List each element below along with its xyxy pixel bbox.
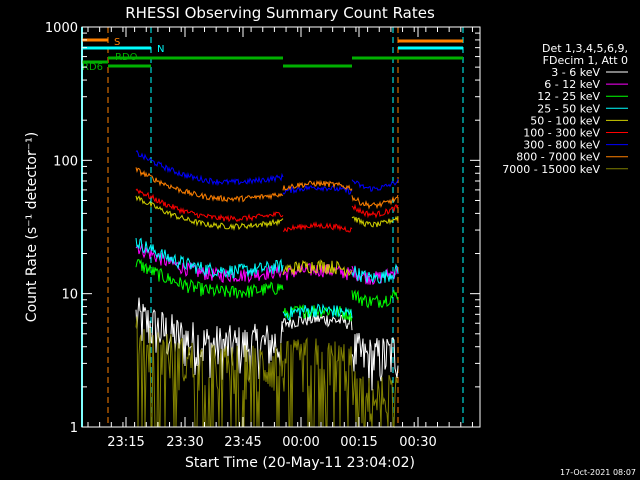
x-tick-label: 00:15 [340,435,377,450]
series-25-50-kev-segment [282,303,353,321]
series-800-7000-kev-segment [351,194,399,210]
x-tick-label: 00:00 [282,435,319,450]
series-25-50-kev [135,237,399,321]
axes-layer: 1 10 100 1000 23:15 23:30 23:45 00:00 00:15 00:30 [45,21,480,450]
rd6-flag-label: RD6 [82,62,103,73]
series-layer [135,150,399,429]
x-tick-label: 23:30 [166,435,203,450]
y-tick-label: 10 [61,288,78,303]
y-tick-label: 1 [70,421,78,436]
legend-entry-label: 12 - 25 keV [537,90,600,103]
chart-title: RHESSI Observing Summary Count Rates [125,4,435,22]
series-50-100-kev-segment [282,259,353,278]
series-25-50-kev-segment [351,263,399,284]
legend-title-line-1: Det 1,3,4,5,6,9, [542,42,628,55]
series-50-100-kev [135,195,399,278]
series-100-300-kev [135,188,399,233]
series-7000-15000-kev [135,316,399,429]
series-25-50-kev-segment [135,237,284,279]
series-12-25-kev-segment [135,258,284,299]
x-tick-label: 23:45 [224,435,261,450]
legend-entry-label: 300 - 800 keV [523,139,600,152]
legend-entry-label: 800 - 7000 keV [516,151,600,164]
series-800-7000-kev-segment [282,179,353,192]
y-tick-label: 100 [53,154,78,169]
series-3-6-kev [135,297,399,391]
timestamp: 17-Oct-2021 08:07 [560,468,636,477]
series-3-6-kev-segment [351,333,399,391]
x-tick-label: 00:30 [399,435,436,450]
rdo-flag-label: RDO [115,52,138,63]
plot-extras: S N RDO RD6 [81,27,464,427]
legend-entry-label: 50 - 100 keV [530,114,600,127]
y-axis-label: Count Rate (s⁻¹ detector⁻¹) [24,132,40,322]
saa-flag-label: S [114,37,120,48]
x-tick-label: 23:15 [107,435,144,450]
legend-entry-label: 6 - 12 keV [544,78,600,91]
series-300-800-kev-segment [135,150,284,187]
series-100-300-kev-segment [351,203,399,219]
plot-frame [81,26,481,428]
legend-entry-label: 100 - 300 keV [523,127,600,140]
legend-entry-label: 7000 - 15000 keV [502,163,600,176]
legend-entry-label: 25 - 50 keV [537,102,600,115]
y-tick-label: 1000 [45,21,78,36]
series-50-100-kev-segment [351,215,399,228]
legend-title-line-2: FDecim 1, Att 0 [543,54,628,67]
series-300-800-kev [135,150,399,195]
series-7000-15000-kev-segment [135,316,284,428]
night-flag-label: N [157,44,164,55]
series-50-100-kev-segment [135,195,284,231]
series-3-6-kev-segment [135,297,284,380]
series-800-7000-kev [135,167,399,210]
series-100-300-kev-segment [282,221,353,233]
series-100-300-kev-segment [135,188,284,223]
series-800-7000-kev-segment [135,167,284,203]
legend-entry-label: 3 - 6 keV [551,66,600,79]
series-300-800-kev-segment [282,184,353,195]
legend: Det 1,3,4,5,6,9,FDecim 1, Att 03 - 6 keV… [502,42,628,176]
series-7000-15000-kev-segment [351,369,399,429]
series-3-6-kev-segment [282,312,353,331]
series-7000-15000-kev-segment [282,337,353,428]
series-12-25-kev-segment [351,289,399,309]
series-300-800-kev-segment [351,178,399,192]
series-6-12-kev-segment [135,243,284,284]
x-axis-label: Start Time (20-May-11 23:04:02) [185,455,415,471]
